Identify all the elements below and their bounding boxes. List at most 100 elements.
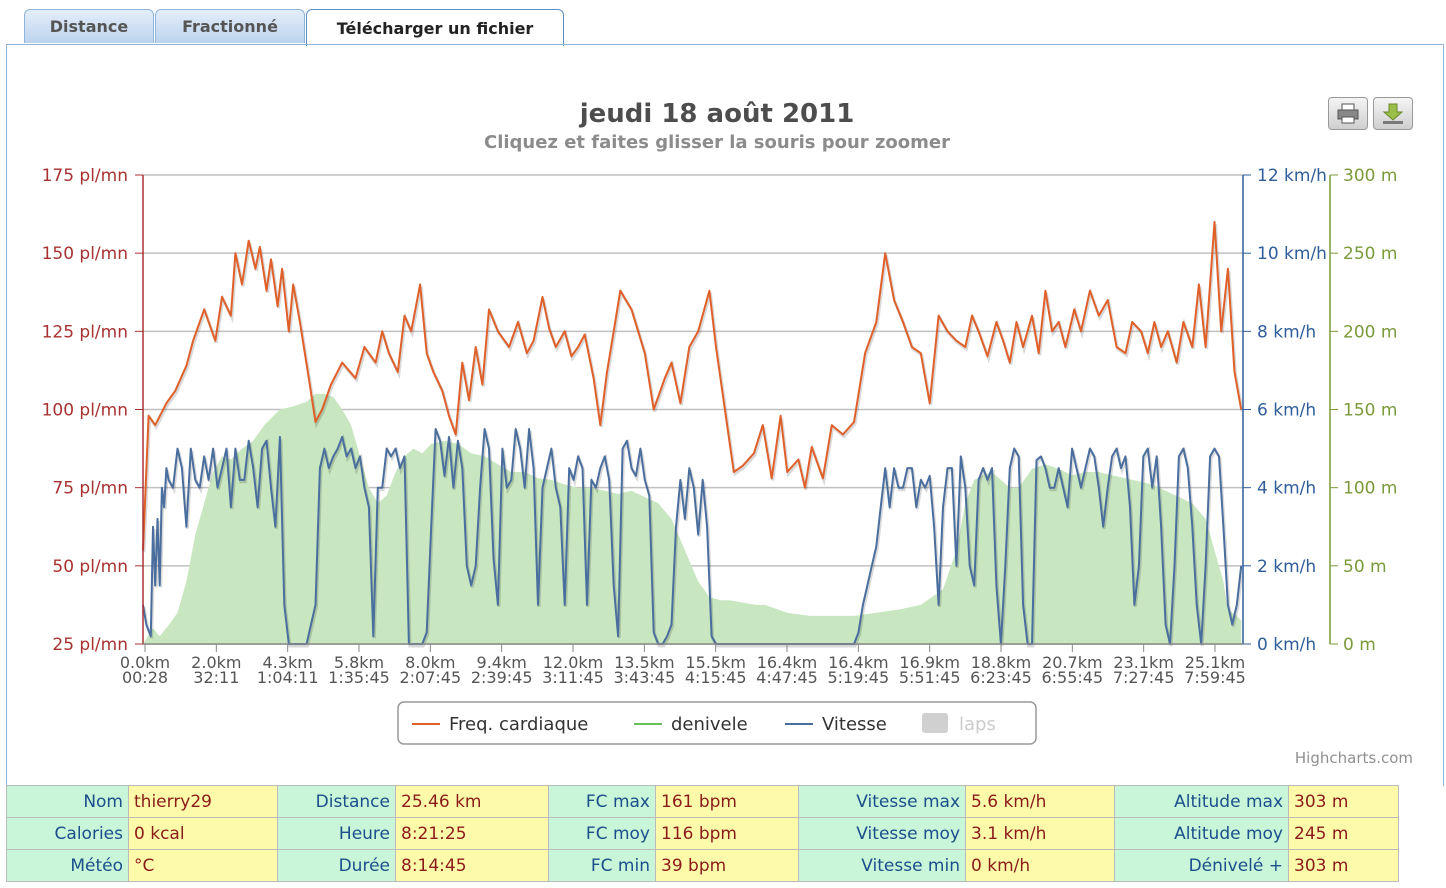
- stat-label-distance: Distance: [277, 785, 396, 818]
- tab-fractionne[interactable]: Fractionné: [155, 9, 305, 43]
- y-tick-label-alt: 150 m: [1343, 401, 1397, 421]
- stat-value-vitesse-max: 5.6 km/h: [965, 785, 1115, 818]
- legend-vitesse-label[interactable]: Vitesse: [822, 714, 887, 735]
- x-tick-label-time: 1:35:45: [328, 668, 390, 687]
- stat-value-denivele: 303 m: [1288, 849, 1399, 882]
- export-button[interactable]: [1373, 97, 1413, 130]
- stat-label-fc-moy: FC moy: [548, 817, 656, 850]
- x-tick-label-distance: 16.4km: [828, 653, 888, 672]
- x-tick-label-distance: 16.9km: [899, 653, 959, 672]
- y-tick-label-alt: 250 m: [1343, 244, 1397, 264]
- y-tick-label-speed: 6 km/h: [1257, 401, 1316, 421]
- stat-label-altitude-max: Altitude max: [1114, 785, 1289, 818]
- y-tick-label-speed: 0 km/h: [1257, 635, 1316, 655]
- chart[interactable]: jeudi 18 août 2011 Cliquez et faites glis…: [0, 0, 1446, 785]
- x-tick-label-time: 5:51:45: [899, 668, 961, 687]
- chart-subtitle: Cliquez et faites glisser la souris pour…: [484, 132, 950, 153]
- y-tick-label-speed: 12 km/h: [1257, 166, 1327, 186]
- stats-row: Nom thierry29 Distance 25.46 km FC max 1…: [6, 785, 1399, 818]
- legend-freq-cardiaque-label[interactable]: Freq. cardiaque: [449, 714, 588, 735]
- y-tick-label-hr: 175 pl/mn: [42, 166, 128, 186]
- y-tick-label-alt: 100 m: [1343, 479, 1397, 499]
- stat-label-fc-min: FC min: [548, 849, 656, 882]
- x-tick-label-time: 4:15:45: [685, 668, 747, 687]
- x-tick-label-time: 32:11: [193, 668, 239, 687]
- y-tick-label-speed: 2 km/h: [1257, 557, 1316, 577]
- stat-value-fc-max: 161 bpm: [655, 785, 799, 818]
- x-tick-label-time: 2:39:45: [471, 668, 533, 687]
- x-tick-label-distance: 12.0km: [543, 653, 603, 672]
- stats-table: Nom thierry29 Distance 25.46 km FC max 1…: [6, 785, 1399, 882]
- x-tick-label-distance: 0.0km: [120, 653, 170, 672]
- stat-label-calories: Calories: [6, 817, 129, 850]
- x-tick-label-time: 3:11:45: [542, 668, 604, 687]
- stat-label-denivele: Dénivelé +: [1114, 849, 1289, 882]
- y-tick-label-hr: 50 pl/mn: [52, 557, 128, 577]
- stat-label-heure: Heure: [277, 817, 396, 850]
- x-tick-label-time: 3:43:45: [613, 668, 675, 687]
- stat-value-meteo: °C: [128, 849, 278, 882]
- x-tick-label-distance: 5.8km: [334, 653, 384, 672]
- tab-telecharger-fichier[interactable]: Télécharger un fichier: [306, 9, 564, 46]
- chart-panel: [6, 44, 1444, 786]
- x-tick-label-distance: 20.7km: [1042, 653, 1102, 672]
- x-tick-label-time: 00:28: [122, 668, 168, 687]
- stat-value-calories: 0 kcal: [128, 817, 278, 850]
- tab-bar: Distance Fractionné Télécharger un fichi…: [0, 0, 1446, 46]
- x-tick-label-distance: 8.0km: [405, 653, 455, 672]
- stat-value-nom: thierry29: [128, 785, 278, 818]
- stat-label-meteo: Météo: [6, 849, 129, 882]
- y-tick-label-alt: 50 m: [1343, 557, 1387, 577]
- chart-title: jeudi 18 août 2011: [579, 99, 855, 129]
- legend-laps-label[interactable]: laps: [959, 714, 996, 735]
- stat-value-fc-min: 39 bpm: [655, 849, 799, 882]
- stat-label-altitude-moy: Altitude moy: [1114, 817, 1289, 850]
- x-tick-label-time: 7:59:45: [1184, 668, 1246, 687]
- y-tick-label-speed: 10 km/h: [1257, 244, 1327, 264]
- tab-distance[interactable]: Distance: [24, 9, 154, 43]
- x-tick-label-distance: 13.5km: [614, 653, 674, 672]
- stat-label-duree: Durée: [277, 849, 396, 882]
- x-tick-label-distance: 23.1km: [1113, 653, 1173, 672]
- x-tick-label-distance: 2.0km: [191, 653, 241, 672]
- x-tick-label-time: 6:55:45: [1041, 668, 1103, 687]
- stat-value-heure: 8:21:25: [395, 817, 549, 850]
- stat-value-duree: 8:14:45: [395, 849, 549, 882]
- stat-value-fc-moy: 116 bpm: [655, 817, 799, 850]
- x-tick-label-time: 6:23:45: [970, 668, 1032, 687]
- print-button[interactable]: [1328, 97, 1368, 130]
- stat-value-altitude-moy: 245 m: [1288, 817, 1399, 850]
- x-tick-label-distance: 18.8km: [971, 653, 1031, 672]
- x-tick-label-distance: 9.4km: [477, 653, 527, 672]
- x-tick-label-distance: 4.3km: [263, 653, 313, 672]
- stat-value-altitude-max: 303 m: [1288, 785, 1399, 818]
- stat-value-vitesse-moy: 3.1 km/h: [965, 817, 1115, 850]
- stat-label-vitesse-moy: Vitesse moy: [798, 817, 966, 850]
- stat-label-vitesse-min: Vitesse min: [798, 849, 966, 882]
- x-tick-label-time: 4:47:45: [756, 668, 818, 687]
- credits: Highcharts.com: [1295, 749, 1413, 767]
- y-tick-label-speed: 8 km/h: [1257, 322, 1316, 342]
- y-tick-label-hr: 25 pl/mn: [52, 635, 128, 655]
- stat-label-vitesse-max: Vitesse max: [798, 785, 966, 818]
- series-vitesse-line: [142, 428, 1243, 645]
- legend-denivele-label[interactable]: denivele: [671, 714, 748, 735]
- stat-value-vitesse-min: 0 km/h: [965, 849, 1115, 882]
- printer-icon: [1337, 103, 1359, 124]
- y-tick-label-speed: 4 km/h: [1257, 479, 1316, 499]
- x-tick-label-time: 1:04:11: [257, 668, 319, 687]
- stat-value-distance: 25.46 km: [395, 785, 549, 818]
- y-tick-label-alt: 300 m: [1343, 166, 1397, 186]
- x-tick-label-time: 5:19:45: [827, 668, 889, 687]
- legend-laps-swatch: [922, 713, 948, 733]
- stat-label-fc-max: FC max: [548, 785, 656, 818]
- x-tick-label-distance: 15.5km: [685, 653, 745, 672]
- stats-row: Météo °C Durée 8:14:45 FC min 39 bpm Vit…: [6, 849, 1399, 882]
- series-denivele-area: [143, 393, 1242, 644]
- x-tick-label-distance: 25.1km: [1185, 653, 1245, 672]
- legend: [397, 701, 1037, 745]
- stats-row: Calories 0 kcal Heure 8:21:25 FC moy 116…: [6, 817, 1399, 850]
- download-icon: [1382, 103, 1404, 124]
- y-tick-label-alt: 0 m: [1343, 635, 1376, 655]
- y-tick-label-hr: 100 pl/mn: [42, 401, 128, 421]
